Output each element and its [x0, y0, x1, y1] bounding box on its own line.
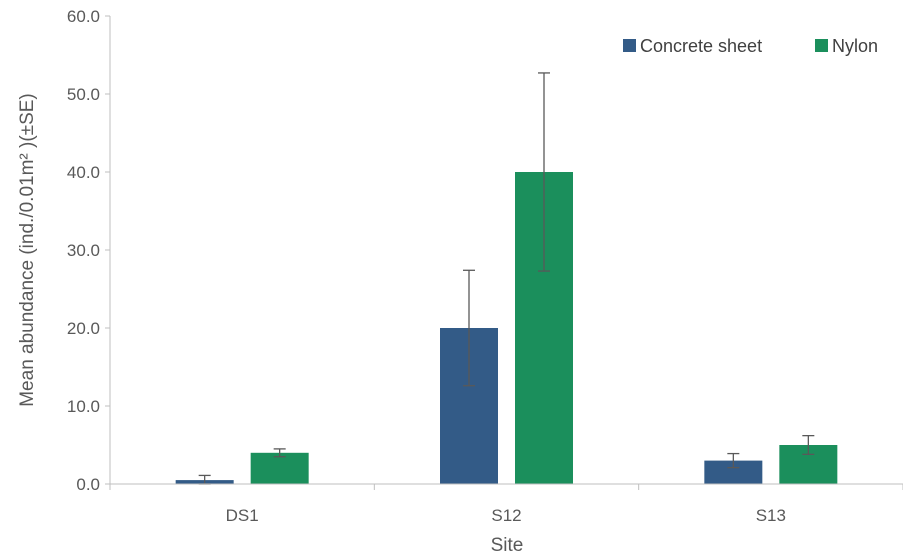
- y-axis-title: Mean abundance (ind./0.01m² )(±SE): [17, 93, 38, 407]
- x-tick-label-s12: S12: [491, 506, 521, 525]
- x-axis-title: Site: [491, 535, 524, 556]
- legend: Concrete sheet Nylon: [623, 36, 878, 56]
- y-tick-label: 40.0: [67, 163, 100, 182]
- y-tick-label: 50.0: [67, 85, 100, 104]
- y-tick-label: 60.0: [67, 7, 100, 26]
- y-tick-label: 10.0: [67, 397, 100, 416]
- bars: [175, 172, 838, 484]
- y-tick-label: 30.0: [67, 241, 100, 260]
- y-axis-ticks: 0.0 10.0 20.0 30.0 40.0 50.0 60.0: [67, 7, 110, 494]
- bar-nylon-ds1: [250, 452, 309, 484]
- error-bars: [198, 72, 815, 485]
- legend-label-nylon: Nylon: [832, 36, 878, 56]
- x-tick-label-ds1: DS1: [226, 506, 259, 525]
- x-axis-ticks: DS1 S12 S13: [109, 484, 903, 525]
- y-tick-label: 0.0: [76, 475, 100, 494]
- legend-swatch-nylon: [815, 39, 828, 52]
- legend-label-concrete-sheet: Concrete sheet: [640, 36, 762, 56]
- legend-swatch-concrete-sheet: [623, 39, 636, 52]
- y-tick-label: 20.0: [67, 319, 100, 338]
- x-tick-label-s13: S13: [756, 506, 786, 525]
- bar-concrete-sheet-s13: [704, 460, 763, 484]
